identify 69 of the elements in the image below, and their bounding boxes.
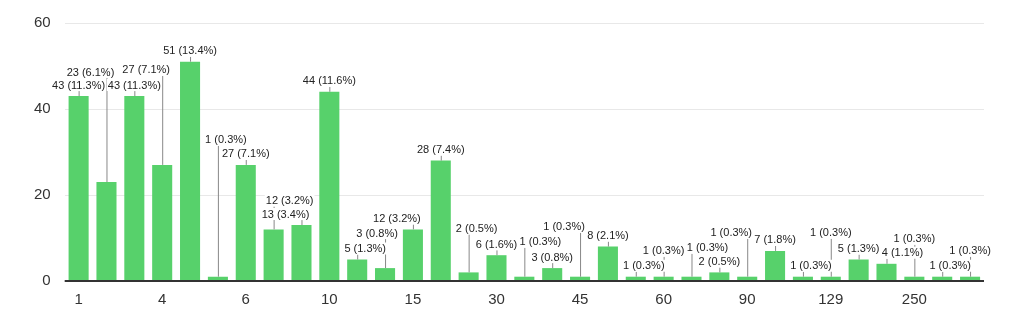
- data-label: 3 (0.8%): [531, 250, 573, 263]
- data-label: 1 (0.3%): [622, 259, 665, 272]
- bar: [319, 91, 340, 281]
- data-label: 1 (0.3%): [205, 133, 247, 146]
- bar: [597, 246, 618, 281]
- bar: [235, 164, 256, 281]
- data-label: 2 (0.5%): [698, 254, 741, 267]
- bar: [375, 268, 396, 281]
- data-label: 1 (0.3%): [929, 259, 971, 272]
- data-label: 27 (7.1%): [122, 63, 171, 76]
- data-label: 7 (1.8%): [754, 233, 796, 246]
- data-label: 13 (3.4%): [261, 207, 310, 220]
- bar: [486, 255, 507, 281]
- data-label: 6 (1.6%): [475, 237, 518, 250]
- data-label: 1 (0.3%): [642, 244, 685, 257]
- data-label: 23 (6.1%): [66, 65, 115, 78]
- bar: [430, 160, 451, 281]
- data-label: 2 (0.5%): [455, 221, 498, 234]
- data-label: 5 (1.3%): [837, 242, 880, 255]
- x-tick-label: 10: [320, 290, 338, 308]
- x-tick-label: 90: [738, 290, 756, 308]
- bar: [291, 225, 312, 281]
- data-label: 1 (0.3%): [790, 259, 832, 272]
- bar: [180, 61, 201, 281]
- y-tick-label: 60: [34, 13, 51, 31]
- x-tick-label: 15: [404, 290, 422, 308]
- data-label: 43 (11.3%): [107, 78, 161, 91]
- bar: [542, 268, 563, 281]
- x-tick-label: 1: [74, 290, 83, 308]
- y-tick-label: 20: [34, 185, 51, 203]
- bar: [347, 259, 368, 281]
- bar: [152, 164, 173, 281]
- x-tick-label: 30: [488, 290, 505, 308]
- data-label: 1 (0.3%): [809, 226, 852, 239]
- x-tick-label: 250: [901, 290, 927, 308]
- bar: [876, 263, 897, 281]
- data-label: 27 (7.1%): [221, 147, 270, 160]
- bar: [263, 229, 284, 281]
- bar: [402, 229, 423, 281]
- x-tick-label: 60: [655, 290, 672, 308]
- data-label: 28 (7.4%): [416, 143, 465, 156]
- y-tick-label: 0: [42, 271, 51, 289]
- data-label: 1 (0.3%): [543, 220, 585, 233]
- data-label: 43 (11.3%): [52, 78, 106, 91]
- data-label: 5 (1.3%): [344, 242, 386, 255]
- bar: [68, 96, 89, 281]
- data-label: 3 (0.8%): [356, 226, 398, 239]
- y-tick-label: 40: [34, 99, 51, 117]
- data-label: 1 (0.3%): [949, 244, 991, 257]
- data-label: 51 (13.4%): [163, 44, 217, 57]
- data-label: 12 (3.2%): [373, 211, 421, 224]
- bar: [458, 272, 479, 281]
- x-tick-label: 45: [571, 290, 589, 308]
- data-label: 8 (2.1%): [587, 229, 629, 242]
- bar: [124, 96, 145, 281]
- bar: [765, 250, 786, 281]
- bar: [709, 272, 730, 281]
- x-tick-label: 6: [241, 290, 250, 308]
- data-label: 1 (0.3%): [893, 232, 936, 245]
- bar: [96, 182, 117, 281]
- data-label: 1 (0.3%): [710, 226, 752, 239]
- data-label: 1 (0.3%): [519, 235, 562, 248]
- data-label: 4 (1.1%): [881, 246, 924, 259]
- data-label: 1 (0.3%): [686, 241, 729, 254]
- data-label: 12 (3.2%): [265, 193, 314, 206]
- bar: [848, 259, 869, 281]
- x-tick-label: 129: [818, 290, 844, 308]
- data-label: 44 (11.6%): [302, 74, 356, 87]
- x-tick-label: 4: [158, 290, 167, 308]
